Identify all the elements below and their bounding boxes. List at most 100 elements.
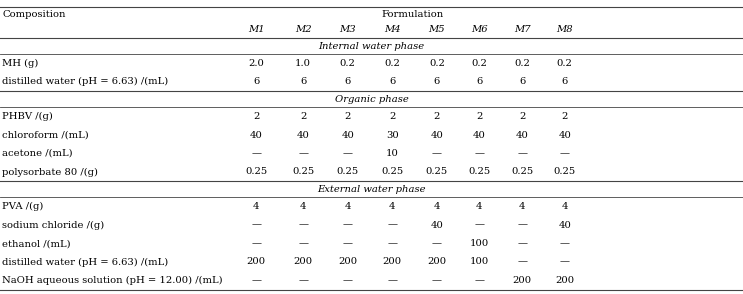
- Text: —: —: [432, 239, 442, 248]
- Text: —: —: [387, 239, 398, 248]
- Text: —: —: [517, 258, 528, 266]
- Text: External water phase: External water phase: [317, 185, 426, 194]
- Text: Formulation: Formulation: [381, 10, 444, 19]
- Text: —: —: [298, 239, 308, 248]
- Text: —: —: [517, 220, 528, 230]
- Text: 2: 2: [300, 112, 306, 121]
- Text: 2: 2: [476, 112, 482, 121]
- Text: —: —: [251, 149, 262, 158]
- Text: —: —: [251, 276, 262, 285]
- Text: 0.2: 0.2: [340, 59, 356, 68]
- Text: 2: 2: [562, 112, 568, 121]
- Text: 200: 200: [383, 258, 402, 266]
- Text: 0.25: 0.25: [426, 168, 448, 176]
- Text: 6: 6: [476, 77, 482, 86]
- Text: —: —: [474, 149, 484, 158]
- Text: chloroform /(mL): chloroform /(mL): [2, 131, 89, 140]
- Text: PHBV /(g): PHBV /(g): [2, 112, 53, 121]
- Text: —: —: [559, 239, 570, 248]
- Text: —: —: [432, 276, 442, 285]
- Text: 2: 2: [519, 112, 525, 121]
- Text: Organic phase: Organic phase: [334, 95, 409, 104]
- Text: 30: 30: [386, 131, 399, 140]
- Text: 6: 6: [519, 77, 525, 86]
- Text: 40: 40: [296, 131, 310, 140]
- Text: 0.2: 0.2: [557, 59, 573, 68]
- Text: 0.25: 0.25: [381, 168, 403, 176]
- Text: —: —: [474, 220, 484, 230]
- Text: 0.2: 0.2: [514, 59, 531, 68]
- Text: 40: 40: [430, 131, 444, 140]
- Text: M3: M3: [340, 25, 356, 34]
- Text: 6: 6: [562, 77, 568, 86]
- Text: 100: 100: [470, 258, 489, 266]
- Text: 2: 2: [253, 112, 259, 121]
- Text: —: —: [343, 276, 353, 285]
- Text: —: —: [387, 276, 398, 285]
- Text: M5: M5: [429, 25, 445, 34]
- Text: M6: M6: [471, 25, 487, 34]
- Text: 10: 10: [386, 149, 399, 158]
- Text: 2.0: 2.0: [248, 59, 265, 68]
- Text: 0.2: 0.2: [471, 59, 487, 68]
- Text: 40: 40: [250, 131, 263, 140]
- Text: —: —: [298, 276, 308, 285]
- Text: —: —: [559, 149, 570, 158]
- Text: 100: 100: [470, 239, 489, 248]
- Text: —: —: [343, 239, 353, 248]
- Text: PVA /(g): PVA /(g): [2, 202, 44, 211]
- Text: M4: M4: [384, 25, 400, 34]
- Text: —: —: [343, 149, 353, 158]
- Text: 4: 4: [389, 202, 395, 211]
- Text: —: —: [517, 149, 528, 158]
- Text: 6: 6: [434, 77, 440, 86]
- Text: —: —: [387, 220, 398, 230]
- Text: NaOH aqueous solution (pH = 12.00) /(mL): NaOH aqueous solution (pH = 12.00) /(mL): [2, 276, 223, 285]
- Text: 40: 40: [558, 220, 571, 230]
- Text: 0.25: 0.25: [468, 168, 490, 176]
- Text: 4: 4: [519, 202, 525, 211]
- Text: M2: M2: [295, 25, 311, 34]
- Text: —: —: [559, 258, 570, 266]
- Text: 0.2: 0.2: [384, 59, 400, 68]
- Text: 40: 40: [473, 131, 486, 140]
- Text: sodium chloride /(g): sodium chloride /(g): [2, 220, 105, 230]
- Text: 4: 4: [253, 202, 259, 211]
- Text: —: —: [251, 220, 262, 230]
- Text: 6: 6: [253, 77, 259, 86]
- Text: 200: 200: [555, 276, 574, 285]
- Text: 0.2: 0.2: [429, 59, 445, 68]
- Text: 200: 200: [247, 258, 266, 266]
- Text: 200: 200: [338, 258, 357, 266]
- Text: —: —: [343, 220, 353, 230]
- Text: 200: 200: [293, 258, 313, 266]
- Text: 40: 40: [558, 131, 571, 140]
- Text: 4: 4: [476, 202, 482, 211]
- Text: M7: M7: [514, 25, 531, 34]
- Text: 1.0: 1.0: [295, 59, 311, 68]
- Text: polysorbate 80 /(g): polysorbate 80 /(g): [2, 167, 98, 176]
- Text: ethanol /(mL): ethanol /(mL): [2, 239, 71, 248]
- Text: M1: M1: [248, 25, 265, 34]
- Text: —: —: [517, 239, 528, 248]
- Text: 6: 6: [300, 77, 306, 86]
- Text: distilled water (pH = 6.63) /(mL): distilled water (pH = 6.63) /(mL): [2, 77, 169, 86]
- Text: 4: 4: [345, 202, 351, 211]
- Text: 6: 6: [345, 77, 351, 86]
- Text: 2: 2: [345, 112, 351, 121]
- Text: 0.25: 0.25: [337, 168, 359, 176]
- Text: 2: 2: [434, 112, 440, 121]
- Text: 40: 40: [430, 220, 444, 230]
- Text: 0.25: 0.25: [511, 168, 533, 176]
- Text: Composition: Composition: [2, 10, 65, 19]
- Text: —: —: [251, 239, 262, 248]
- Text: Internal water phase: Internal water phase: [319, 42, 424, 51]
- Text: 4: 4: [434, 202, 440, 211]
- Text: 4: 4: [300, 202, 306, 211]
- Text: —: —: [298, 220, 308, 230]
- Text: —: —: [474, 276, 484, 285]
- Text: —: —: [432, 149, 442, 158]
- Text: —: —: [298, 149, 308, 158]
- Text: 40: 40: [341, 131, 354, 140]
- Text: 4: 4: [562, 202, 568, 211]
